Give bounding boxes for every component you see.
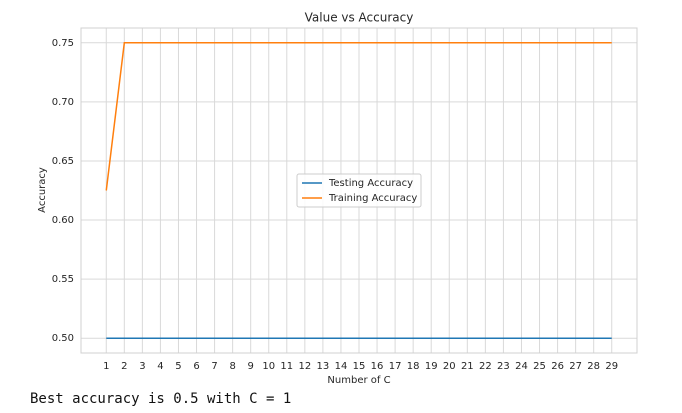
x-tick-label: 8 — [229, 361, 235, 372]
x-tick-label: 11 — [280, 361, 293, 372]
x-tick-label: 24 — [515, 361, 528, 372]
x-tick-label: 21 — [461, 361, 474, 372]
y-tick-label: 0.65 — [52, 156, 74, 167]
x-tick-label: 4 — [157, 361, 163, 372]
chart-title: Value vs Accuracy — [305, 11, 414, 25]
legend-box — [296, 173, 422, 208]
x-tick-label: 19 — [425, 361, 438, 372]
x-tick-label: 28 — [587, 361, 600, 372]
y-axis-label: Accuracy — [37, 167, 48, 213]
x-tick-label: 1 — [103, 361, 109, 372]
legend-label: Testing Accuracy — [328, 178, 413, 189]
x-tick-label: 25 — [533, 361, 546, 372]
y-tick-label: 0.55 — [52, 274, 74, 285]
x-tick-label: 10 — [262, 361, 275, 372]
plot-frame — [80, 27, 638, 354]
x-tick-label: 2 — [121, 361, 127, 372]
output-text: Best accuracy is 0.5 with C = 1 — [30, 391, 292, 407]
x-tick-label: 14 — [335, 361, 348, 372]
y-tick-label: 0.70 — [52, 97, 74, 108]
x-tick-label: 5 — [175, 361, 181, 372]
x-tick-label: 16 — [371, 361, 384, 372]
x-tick-label: 7 — [211, 361, 217, 372]
x-tick-label: 26 — [551, 361, 564, 372]
x-tick-label: 12 — [298, 361, 311, 372]
x-tick-label: 22 — [479, 361, 492, 372]
x-tick-label: 17 — [389, 361, 402, 372]
x-tick-label: 3 — [139, 361, 145, 372]
x-tick-label: 9 — [248, 361, 254, 372]
line-series — [105, 42, 612, 191]
x-axis-label: Number of C — [327, 375, 390, 386]
x-tick-label: 29 — [605, 361, 618, 372]
y-tick-label: 0.60 — [52, 215, 74, 226]
x-tick-label: 18 — [407, 361, 420, 372]
x-tick-label: 23 — [497, 361, 510, 372]
legend-label: Training Accuracy — [328, 193, 417, 204]
y-tick-label: 0.50 — [52, 333, 74, 344]
x-tick-label: 6 — [193, 361, 199, 372]
x-tick-label: 13 — [317, 361, 330, 372]
x-tick-label: 20 — [443, 361, 456, 372]
y-tick-label: 0.75 — [52, 38, 74, 49]
chart: Value vs Accuracy Number of C Accuracy 0… — [37, 11, 638, 386]
x-tick-label: 15 — [353, 361, 366, 372]
legend: Testing Accuracy Training Accuracy — [296, 173, 422, 208]
x-tick-label: 27 — [569, 361, 582, 372]
